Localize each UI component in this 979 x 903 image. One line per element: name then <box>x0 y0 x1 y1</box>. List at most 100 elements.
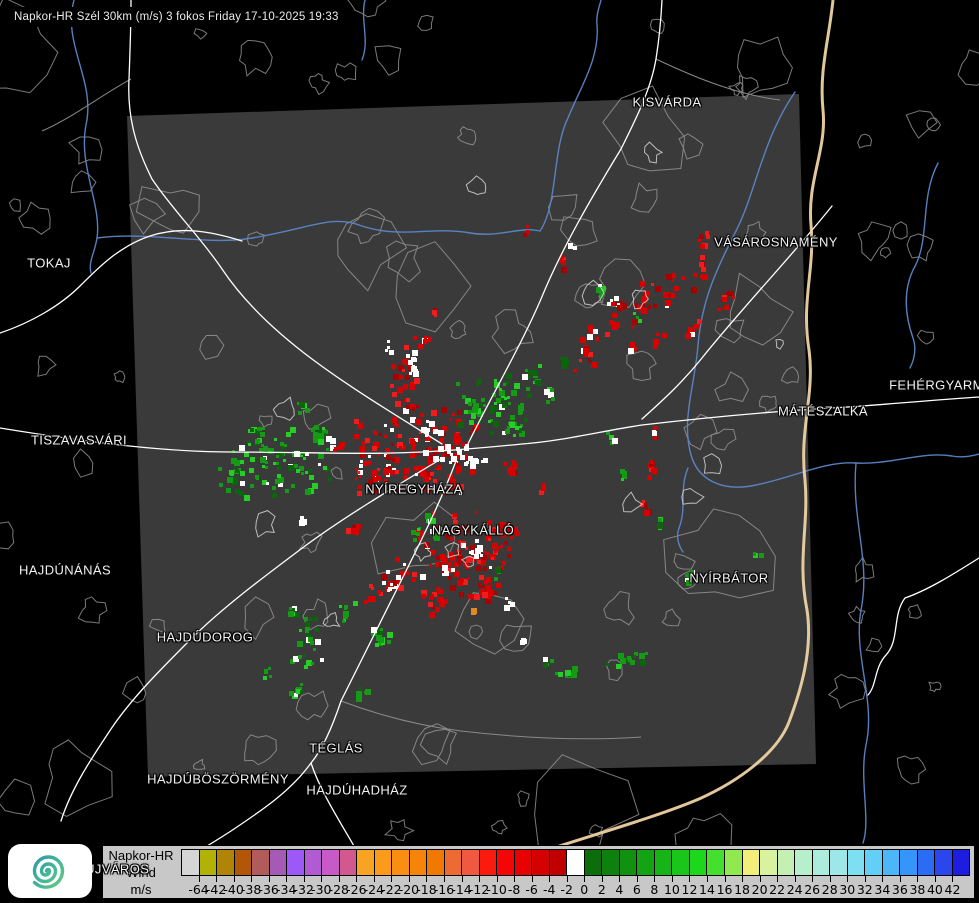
radar-echo-cell <box>416 532 420 536</box>
radar-echo-cell <box>339 605 342 608</box>
radar-echo-cell <box>490 410 494 414</box>
radar-echo-cell <box>509 422 515 428</box>
radar-echo-cell <box>360 452 366 458</box>
radar-echo-cell <box>482 555 487 560</box>
radar-echo-cell <box>412 578 416 582</box>
radar-echo-cell <box>508 601 511 604</box>
river-path <box>361 0 366 61</box>
boundary-outline <box>847 605 866 624</box>
radar-echo-cell <box>457 561 461 565</box>
radar-echo-cell <box>359 446 365 452</box>
radar-echo-cell <box>305 622 310 627</box>
radar-echo-cell <box>620 658 626 664</box>
radar-echo-cell <box>438 430 444 436</box>
radar-echo-cell <box>609 435 614 440</box>
radar-echo-cell <box>403 359 409 365</box>
radar-echo-cell <box>543 663 548 668</box>
radar-echo-cell <box>634 652 638 656</box>
radar-echo-cell <box>377 590 381 594</box>
radar-echo-cell <box>278 477 284 483</box>
radar-echo-cell <box>443 599 448 604</box>
boundary-outline <box>199 334 225 360</box>
radar-echo-cell <box>718 308 721 311</box>
radar-echo-cell <box>301 472 304 475</box>
radar-echo-cell <box>558 672 563 677</box>
radar-echo-cell <box>560 255 564 259</box>
boundary-outline <box>121 675 147 704</box>
radar-echo-cell <box>351 528 357 534</box>
boundary-outline <box>454 592 525 655</box>
radar-echo-cell <box>430 486 435 491</box>
radar-echo-cell <box>373 477 378 482</box>
radar-echo-cell <box>405 571 409 575</box>
radar-echo-cell <box>297 641 303 647</box>
legend-tick-mark <box>847 876 849 882</box>
legend-tick-value: -30 <box>311 882 332 897</box>
radar-echo-cell <box>469 432 472 435</box>
radar-echo-cell <box>423 476 429 482</box>
settlement-outline <box>631 289 649 310</box>
radar-echo-cell <box>487 523 492 528</box>
radar-echo-cell <box>477 379 482 384</box>
radar-echo-cell <box>466 557 472 563</box>
radar-echo-cell <box>510 602 515 607</box>
radar-echo-cell <box>379 433 382 436</box>
legend-color-cell <box>741 849 761 876</box>
boundary-outline <box>957 49 979 86</box>
radar-echo-cell <box>357 423 363 429</box>
legend-tick-mark <box>584 876 586 882</box>
radar-echo-cell <box>357 471 360 474</box>
radar-echo-cell <box>477 545 483 551</box>
radar-echo-cell <box>476 383 479 386</box>
legend-tick-value: 2 <box>597 882 606 897</box>
radar-echo-cell <box>421 427 427 433</box>
radar-echo-cell <box>406 398 410 402</box>
radar-echo-cell <box>431 594 434 597</box>
radar-echo-cell <box>474 554 479 559</box>
radar-echo-cell <box>456 447 460 451</box>
boundary-outline <box>68 136 103 165</box>
radar-echo-cell <box>359 464 363 468</box>
radar-echo-cell <box>424 336 427 339</box>
river-path <box>96 220 541 242</box>
radar-echo-cell <box>405 375 410 380</box>
boundary-outline <box>683 413 718 451</box>
radar-echo-cell <box>330 445 336 451</box>
radar-echo-cell <box>457 530 462 535</box>
radar-echo-cell <box>450 537 454 541</box>
radar-echo-cell <box>472 399 476 403</box>
radar-echo-cell <box>416 405 419 408</box>
radar-echo-cell <box>439 601 445 607</box>
radar-echo-cell <box>387 632 393 638</box>
radar-echo-cell <box>371 587 374 590</box>
radar-echo-cell <box>471 552 474 555</box>
radar-echo-cell <box>666 274 672 280</box>
boundary-outline <box>857 133 873 149</box>
radar-echo-cell <box>560 357 563 360</box>
radar-echo-cell <box>313 438 318 443</box>
radar-echo-cell <box>541 487 545 491</box>
legend-color-cell <box>496 849 515 876</box>
radar-echo-cell <box>458 540 461 543</box>
radar-echo-cell <box>640 281 646 287</box>
radar-echo-cell <box>275 479 280 484</box>
radar-echo-cell <box>653 304 657 308</box>
legend-tick-value: -16 <box>433 882 455 897</box>
radar-echo-cell <box>579 359 582 362</box>
radar-echo-cell <box>231 458 237 464</box>
radar-echo-cell <box>509 470 515 476</box>
radar-echo-cell <box>633 655 636 658</box>
legend-color-cell <box>408 849 428 876</box>
radar-echo-cell <box>486 585 491 590</box>
legend-tick-mark <box>864 876 866 882</box>
radar-echo-cell <box>230 472 234 476</box>
radar-echo-cell <box>512 460 516 464</box>
radar-echo-cell <box>357 491 362 496</box>
radar-echo-cell <box>286 432 291 437</box>
radar-echo-cell <box>493 421 499 427</box>
radar-echo-cell <box>475 539 479 543</box>
radar-echo-cell <box>460 526 465 531</box>
boundary-outline <box>193 28 208 40</box>
legend-color-cell <box>653 849 673 876</box>
